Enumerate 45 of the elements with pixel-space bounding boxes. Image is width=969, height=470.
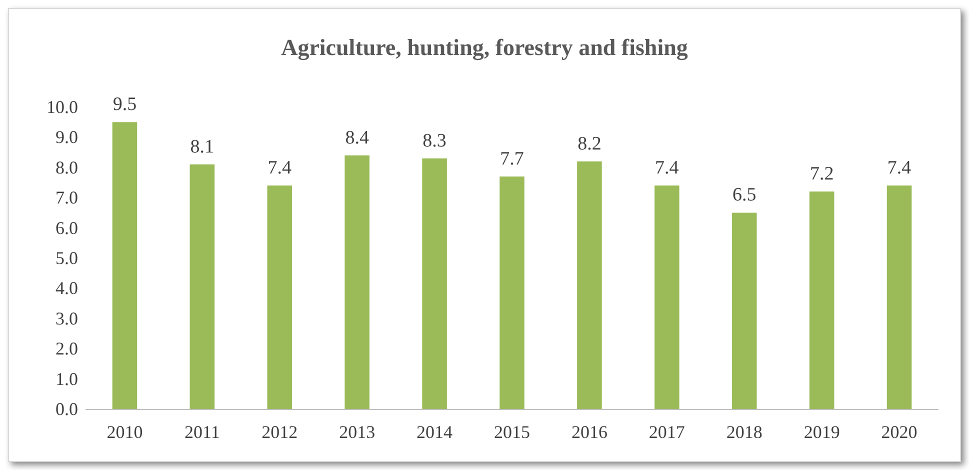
bar	[190, 164, 215, 409]
y-tick-label: 7.0	[56, 188, 78, 208]
bar	[809, 192, 834, 409]
bar	[344, 155, 370, 409]
y-tick-label: 9.0	[56, 127, 78, 148]
data-label: 7.4	[887, 158, 912, 179]
y-tick-label: 4.0	[56, 278, 78, 298]
x-tick-label: 2013	[339, 422, 376, 442]
x-tick-label: 2016	[571, 422, 608, 442]
bar	[577, 161, 602, 409]
bar	[112, 122, 138, 409]
bar	[500, 176, 524, 409]
x-tick-label: 2015	[494, 422, 530, 442]
data-label: 6.5	[732, 184, 756, 206]
x-tick-label: 2011	[184, 422, 220, 442]
x-tick-label: 2010	[106, 422, 143, 442]
bar	[732, 212, 757, 409]
y-tick-label: 10.0	[46, 97, 78, 117]
y-tick-label: 6.0	[56, 218, 78, 238]
y-tick-label: 5.0	[56, 248, 78, 268]
y-tick-label: 1.0	[56, 368, 78, 389]
x-tick-label: 2020	[881, 422, 918, 442]
y-tick-label: 3.0	[56, 308, 78, 328]
chart-title: Agriculture, hunting, forestry and fishing	[281, 35, 688, 61]
data-label: 7.2	[810, 164, 834, 185]
data-label: 8.4	[345, 127, 370, 148]
data-label: 7.7	[500, 148, 524, 170]
data-label: 9.5	[112, 94, 137, 116]
x-tick-label: 2012	[262, 422, 298, 442]
data-label: 7.4	[268, 158, 292, 179]
data-label: 8.2	[578, 133, 602, 154]
bar	[654, 186, 680, 409]
bar	[886, 186, 912, 409]
x-tick-label: 2018	[726, 422, 762, 442]
y-tick-label: 0.0	[56, 399, 78, 419]
data-label: 7.4	[655, 158, 680, 179]
y-tick-label: 8.0	[56, 157, 78, 178]
x-tick-label: 2019	[804, 422, 840, 442]
x-tick-label: 2017	[648, 422, 685, 442]
y-tick-label: 2.0	[56, 338, 78, 359]
data-label: 8.3	[422, 130, 446, 152]
bar	[422, 158, 447, 409]
data-label: 8.1	[190, 136, 214, 158]
x-tick-label: 2014	[416, 422, 453, 442]
bar	[267, 186, 292, 409]
